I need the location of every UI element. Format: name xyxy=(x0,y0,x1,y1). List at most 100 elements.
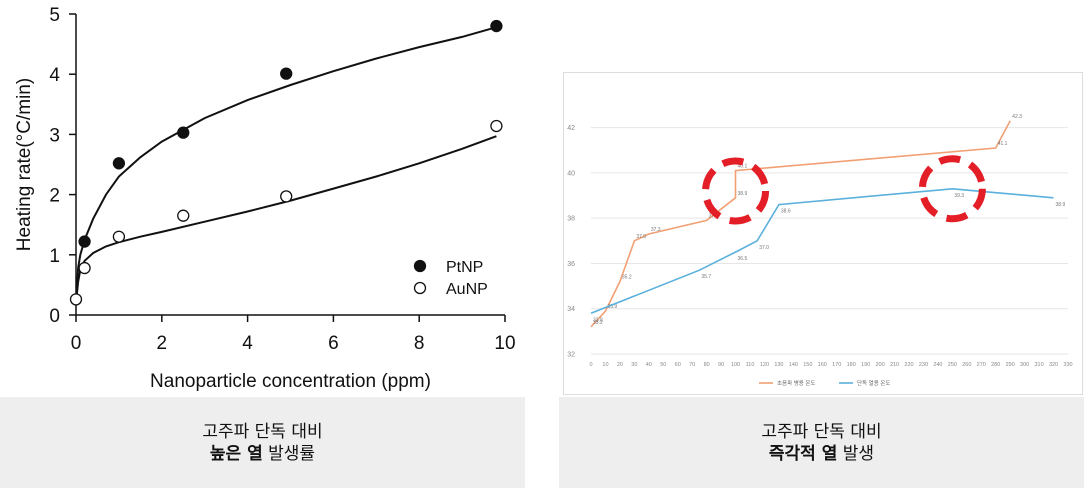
data-label: 37.0 xyxy=(759,245,769,251)
heating-rate-chart: 0 2 4 6 8 10 0 1 2 3 4 5 Nanoparticle concentration … xyxy=(14,5,516,392)
data-label: 37.9 xyxy=(709,213,719,219)
legend-label-2: 단독 열용 온도 xyxy=(857,379,890,387)
x-tick-label: 240 xyxy=(933,362,942,368)
caption-right-line2: 즉각적 열 발생 xyxy=(769,443,874,465)
x-tick-label: 70 xyxy=(689,362,695,368)
data-label: 37.0 xyxy=(636,234,646,240)
highlight-circle xyxy=(702,157,770,225)
data-label: 40.1 xyxy=(738,164,748,170)
y-tick-label: 1 xyxy=(49,246,60,267)
x-tick-label: 6 xyxy=(328,333,339,354)
y-tick-label: 5 xyxy=(49,5,60,26)
legend-marker-aunp xyxy=(413,281,427,295)
x-tick-label: 140 xyxy=(789,362,798,368)
data-label: 33.8 xyxy=(593,317,603,323)
data-point-aunp xyxy=(112,230,126,243)
x-axis-label: Nanoparticle concentration (ppm) xyxy=(150,371,431,392)
x-tick-label: 150 xyxy=(803,362,812,368)
data-label: 38.6 xyxy=(781,209,791,215)
x-tick-label: 160 xyxy=(818,362,827,368)
y-tick-label: 2 xyxy=(49,186,60,207)
y-tick-label: 40 xyxy=(567,170,575,177)
caption-left-rest: 발생률 xyxy=(262,443,316,464)
data-label: 38.9 xyxy=(738,191,748,197)
x-tick-label: 250 xyxy=(948,362,957,368)
x-tick-label: 20 xyxy=(617,362,623,368)
legend-marker-ptnp xyxy=(413,259,427,273)
series-line-2 xyxy=(590,187,1054,315)
x-tick-label: 270 xyxy=(977,362,986,368)
x-tick-label: 120 xyxy=(760,362,769,368)
data-label: 33.9 xyxy=(607,304,617,310)
caption-left-bold: 높은 열 xyxy=(209,443,263,464)
data-point-aunp xyxy=(490,119,503,133)
x-tick-label: 8 xyxy=(414,333,425,354)
x-tick-label: 130 xyxy=(774,362,783,368)
x-tick-label: 90 xyxy=(718,362,724,368)
x-tick-label: 10 xyxy=(602,362,608,368)
caption-left: 고주파 단독 대비 높은 열 발생률 xyxy=(0,397,525,488)
x-tick-label: 230 xyxy=(919,362,928,368)
fit-curve-aunp xyxy=(75,135,497,304)
legend-label-1: 초음파 병용 온도 xyxy=(777,379,815,387)
x-tick-label: 60 xyxy=(675,362,681,368)
data-point-ptnp xyxy=(490,19,503,33)
x-tick-label: 180 xyxy=(847,362,856,368)
data-label: 42.3 xyxy=(1012,114,1022,120)
series-line-1 xyxy=(590,120,1011,328)
legend-label-aunp: AuNP xyxy=(446,281,488,298)
data-point-aunp xyxy=(280,190,293,203)
x-tick-label: 10 xyxy=(494,333,515,354)
data-label: 33.2 xyxy=(593,320,603,326)
x-tick-label: 4 xyxy=(242,333,253,354)
x-tick-label: 30 xyxy=(631,362,637,368)
y-tick-label: 38 xyxy=(567,216,575,223)
x-tick-label: 80 xyxy=(704,362,710,368)
y-tick-label: 0 xyxy=(49,306,60,327)
highlight-circle xyxy=(918,155,986,223)
x-tick-label: 190 xyxy=(861,362,870,368)
x-tick-label: 0 xyxy=(589,362,592,368)
y-tick-label: 32 xyxy=(567,352,575,359)
data-point-aunp xyxy=(177,209,190,222)
caption-right: 고주파 단독 대비 즉각적 열 발생 xyxy=(559,397,1084,488)
data-label: 41.1 xyxy=(998,141,1008,147)
x-tick-label: 290 xyxy=(1006,362,1015,368)
chart-frame xyxy=(563,72,1083,395)
x-tick-label: 320 xyxy=(1049,362,1058,368)
data-label: 35.2 xyxy=(622,275,632,281)
x-tick-label: 200 xyxy=(875,362,884,368)
caption-right-line1: 고주파 단독 대비 xyxy=(761,421,882,442)
x-tick-label: 40 xyxy=(646,362,652,368)
x-tick-label: 330 xyxy=(1063,362,1072,368)
data-point-ptnp xyxy=(78,235,91,248)
data-label: 36.5 xyxy=(738,256,748,262)
x-tick-label: 260 xyxy=(962,362,971,368)
x-tick-label: 300 xyxy=(1020,362,1029,368)
data-point-ptnp xyxy=(280,67,293,80)
caption-right-rest: 발생 xyxy=(837,443,875,464)
data-point-aunp xyxy=(78,261,91,275)
x-tick-label: 110 xyxy=(746,362,755,368)
data-label: 39.3 xyxy=(954,193,964,199)
y-tick-label: 4 xyxy=(49,65,60,86)
x-tick-label: 2 xyxy=(157,333,168,354)
x-tick-label: 100 xyxy=(731,362,740,368)
x-tick-label: 310 xyxy=(1034,362,1043,368)
y-tick-label: 3 xyxy=(49,125,60,146)
data-label: 35.7 xyxy=(701,274,711,280)
x-tick-label: 220 xyxy=(904,362,913,368)
x-tick-label: 0 xyxy=(71,333,82,354)
data-point-aunp xyxy=(69,293,83,306)
x-tick-label: 210 xyxy=(890,362,899,368)
temperature-line-chart: 32 34 36 38 40 42 0 10 20 30 40 50 60 70 80 90 100 110 120… xyxy=(563,72,1083,395)
x-tick-label: 50 xyxy=(660,362,666,368)
y-tick-label: 36 xyxy=(567,261,575,268)
x-tick-label: 280 xyxy=(991,362,1000,368)
caption-left-line2: 높은 열 발생률 xyxy=(210,443,315,465)
caption-right-bold: 즉각적 열 xyxy=(768,443,838,464)
caption-left-line1: 고주파 단독 대비 xyxy=(202,421,323,442)
data-label: 37.3 xyxy=(651,227,661,233)
data-point-ptnp xyxy=(177,126,190,139)
data-label: 38.9 xyxy=(1056,202,1066,208)
